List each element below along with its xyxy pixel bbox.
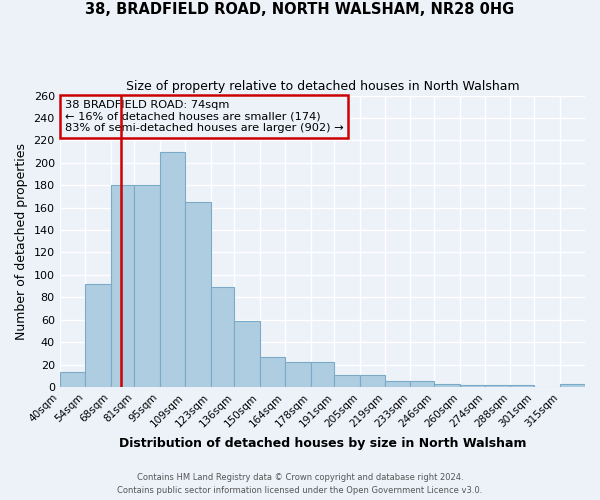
Bar bbox=[311, 362, 334, 387]
Bar bbox=[410, 382, 434, 387]
Bar bbox=[334, 374, 359, 387]
Bar bbox=[385, 382, 410, 387]
Bar bbox=[434, 384, 460, 387]
Bar bbox=[260, 356, 285, 387]
Bar bbox=[211, 287, 234, 387]
Bar bbox=[511, 384, 534, 387]
Text: Contains HM Land Registry data © Crown copyright and database right 2024.
Contai: Contains HM Land Registry data © Crown c… bbox=[118, 474, 482, 495]
Bar bbox=[285, 362, 311, 387]
Bar bbox=[560, 384, 585, 387]
Text: 38 BRADFIELD ROAD: 74sqm
← 16% of detached houses are smaller (174)
83% of semi-: 38 BRADFIELD ROAD: 74sqm ← 16% of detach… bbox=[65, 100, 344, 133]
Bar bbox=[485, 384, 511, 387]
Bar bbox=[85, 284, 110, 387]
Bar bbox=[59, 372, 85, 387]
Text: 38, BRADFIELD ROAD, NORTH WALSHAM, NR28 0HG: 38, BRADFIELD ROAD, NORTH WALSHAM, NR28 … bbox=[85, 2, 515, 18]
Bar bbox=[460, 384, 485, 387]
Bar bbox=[134, 185, 160, 387]
X-axis label: Distribution of detached houses by size in North Walsham: Distribution of detached houses by size … bbox=[119, 437, 526, 450]
Bar bbox=[185, 202, 211, 387]
Y-axis label: Number of detached properties: Number of detached properties bbox=[15, 143, 28, 340]
Bar bbox=[359, 374, 385, 387]
Bar bbox=[234, 321, 260, 387]
Title: Size of property relative to detached houses in North Walsham: Size of property relative to detached ho… bbox=[125, 80, 519, 93]
Bar bbox=[160, 152, 185, 387]
Bar bbox=[110, 185, 134, 387]
